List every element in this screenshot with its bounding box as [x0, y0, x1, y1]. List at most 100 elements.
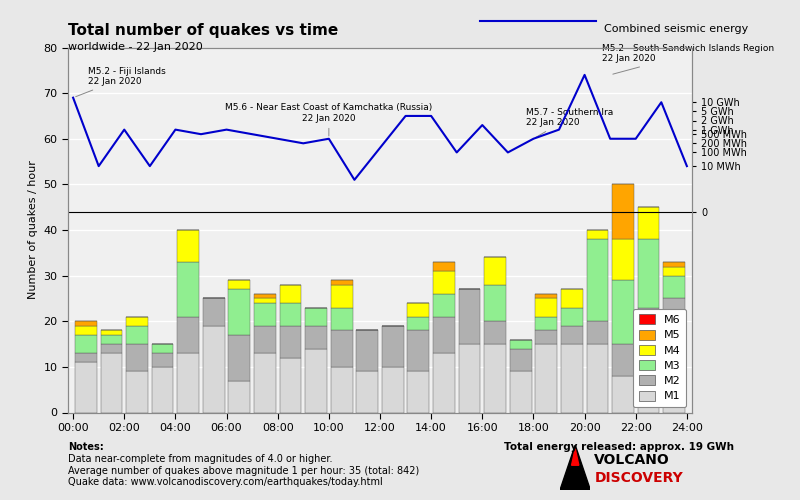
- Bar: [382, 367, 404, 412]
- Text: Quake data: www.volcanodiscovery.com/earthquakes/today.html: Quake data: www.volcanodiscovery.com/ear…: [68, 477, 382, 487]
- Text: Data near-complete from magnitudes of 4.0 or higher.: Data near-complete from magnitudes of 4.…: [68, 454, 333, 464]
- Bar: [254, 326, 276, 353]
- Bar: [535, 316, 557, 330]
- Bar: [663, 276, 685, 298]
- Bar: [407, 372, 430, 412]
- Bar: [510, 348, 531, 372]
- Bar: [433, 353, 455, 412]
- Bar: [101, 330, 122, 335]
- Text: DISCOVERY: DISCOVERY: [594, 471, 683, 485]
- Bar: [561, 308, 582, 326]
- Bar: [612, 280, 634, 344]
- Bar: [638, 239, 659, 308]
- Bar: [561, 344, 582, 412]
- Bar: [203, 326, 225, 412]
- Text: Total number of quakes vs time: Total number of quakes vs time: [68, 22, 338, 38]
- Bar: [330, 280, 353, 284]
- Bar: [535, 344, 557, 412]
- Bar: [356, 330, 378, 372]
- Text: Total energy released: approx. 19 GWh: Total energy released: approx. 19 GWh: [504, 442, 734, 452]
- Bar: [152, 344, 174, 353]
- Bar: [75, 353, 97, 362]
- Bar: [382, 326, 404, 367]
- Bar: [433, 316, 455, 353]
- Bar: [663, 344, 685, 412]
- Bar: [484, 344, 506, 412]
- Bar: [178, 316, 199, 353]
- Bar: [229, 335, 250, 380]
- Bar: [229, 290, 250, 335]
- Polygon shape: [560, 445, 590, 490]
- Text: VOLCANO: VOLCANO: [594, 452, 670, 466]
- Bar: [75, 326, 97, 335]
- Text: Average number of quakes above magnitude 1 per hour: 35 (total: 842): Average number of quakes above magnitude…: [68, 466, 419, 475]
- Bar: [433, 271, 455, 294]
- Bar: [330, 284, 353, 308]
- Text: worldwide - 22 Jan 2020: worldwide - 22 Jan 2020: [68, 42, 202, 52]
- Bar: [280, 284, 302, 303]
- Bar: [407, 303, 430, 316]
- Bar: [101, 344, 122, 353]
- Bar: [178, 230, 199, 262]
- Bar: [535, 298, 557, 316]
- Bar: [254, 294, 276, 298]
- Text: Combined seismic energy: Combined seismic energy: [604, 24, 748, 34]
- Text: M5.2 - South Sandwich Islands Region
22 Jan 2020: M5.2 - South Sandwich Islands Region 22 …: [602, 44, 774, 74]
- Bar: [305, 348, 327, 412]
- Bar: [612, 376, 634, 412]
- Bar: [280, 358, 302, 412]
- Bar: [433, 262, 455, 271]
- Text: Notes:: Notes:: [68, 442, 104, 452]
- Bar: [75, 321, 97, 326]
- Legend: M6, M5, M4, M3, M2, M1: M6, M5, M4, M3, M2, M1: [633, 309, 686, 407]
- Bar: [152, 353, 174, 367]
- Bar: [663, 298, 685, 344]
- Y-axis label: Number of quakes / hour: Number of quakes / hour: [28, 160, 38, 300]
- Bar: [535, 330, 557, 344]
- Bar: [586, 321, 608, 344]
- Bar: [484, 321, 506, 344]
- Bar: [407, 330, 430, 372]
- Bar: [484, 284, 506, 321]
- Bar: [458, 344, 480, 412]
- Polygon shape: [571, 448, 579, 465]
- Text: M5.7 - Southern Ira
22 Jan 2020: M5.7 - Southern Ira 22 Jan 2020: [526, 108, 613, 138]
- Bar: [586, 344, 608, 412]
- Bar: [638, 344, 659, 412]
- Bar: [229, 380, 250, 412]
- Bar: [586, 230, 608, 239]
- Bar: [101, 353, 122, 412]
- Bar: [612, 184, 634, 239]
- Bar: [178, 353, 199, 412]
- Bar: [254, 303, 276, 326]
- Bar: [510, 372, 531, 412]
- Bar: [407, 316, 430, 330]
- Bar: [305, 326, 327, 348]
- Bar: [612, 239, 634, 280]
- Bar: [330, 330, 353, 367]
- Bar: [561, 326, 582, 344]
- Bar: [280, 326, 302, 358]
- Bar: [203, 298, 225, 326]
- Bar: [305, 308, 327, 326]
- Bar: [254, 298, 276, 303]
- Bar: [663, 266, 685, 276]
- Bar: [433, 294, 455, 316]
- Bar: [638, 207, 659, 239]
- Bar: [126, 326, 148, 344]
- Bar: [152, 367, 174, 412]
- Text: M5.2 - Fiji Islands
22 Jan 2020: M5.2 - Fiji Islands 22 Jan 2020: [76, 67, 166, 96]
- Bar: [561, 290, 582, 308]
- Bar: [586, 239, 608, 321]
- Bar: [126, 316, 148, 326]
- Bar: [229, 280, 250, 289]
- Bar: [484, 258, 506, 284]
- Bar: [330, 367, 353, 412]
- Bar: [510, 340, 531, 348]
- Bar: [535, 294, 557, 298]
- Bar: [75, 362, 97, 412]
- Bar: [178, 262, 199, 316]
- Bar: [75, 335, 97, 353]
- Bar: [101, 335, 122, 344]
- Bar: [280, 303, 302, 326]
